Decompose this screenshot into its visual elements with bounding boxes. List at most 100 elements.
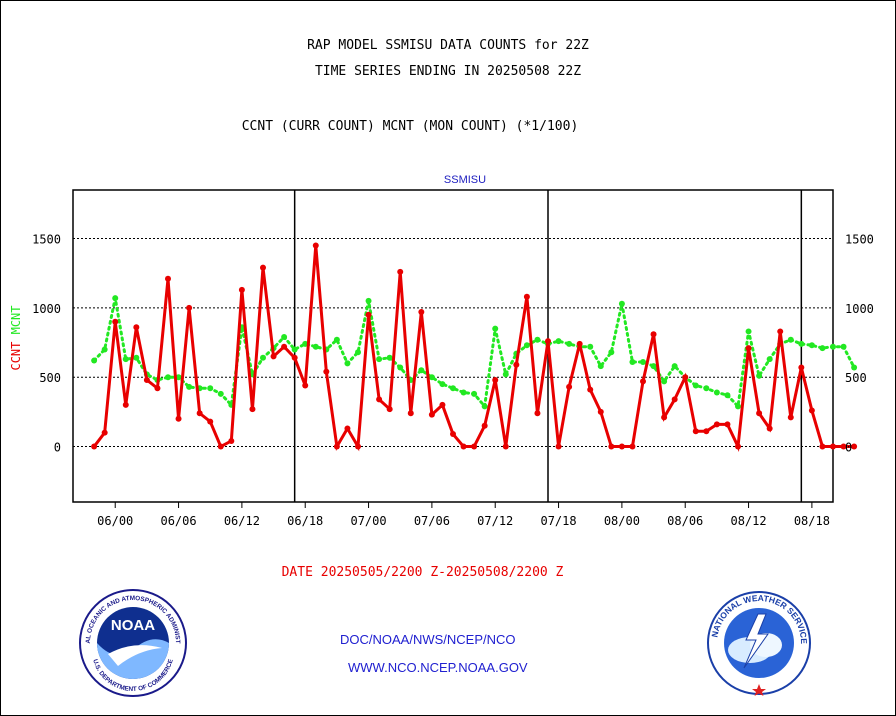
point-ccnt	[207, 418, 214, 425]
point-ccnt	[101, 429, 108, 436]
point-mcnt	[91, 357, 98, 364]
x-tick-label: 07/00	[350, 514, 386, 528]
point-ccnt	[418, 309, 425, 316]
axis-labels: 0 0 500 500 1000 1000 1500 1500 06/00 06/06 06/12 0…	[9, 174, 874, 528]
point-mcnt	[640, 358, 646, 365]
point-mcnt	[735, 403, 741, 410]
noaa-logo: NOAA NATIONAL OCEANIC AND ATMOSPHERIC AD…	[78, 588, 187, 697]
point-ccnt	[618, 443, 625, 450]
y-tick-label-left: 1000	[32, 302, 61, 316]
point-ccnt	[608, 443, 615, 450]
point-ccnt	[819, 443, 826, 450]
x-tick-label: 07/18	[540, 514, 576, 528]
y-tick-label-right: 500	[845, 371, 867, 385]
x-tick-label: 08/18	[794, 514, 830, 528]
point-mcnt	[597, 363, 604, 370]
point-mcnt	[798, 340, 805, 347]
point-mcnt	[787, 336, 794, 343]
point-ccnt	[661, 414, 668, 421]
plot-axes	[72, 189, 834, 508]
point-ccnt	[122, 401, 129, 408]
point-mcnt	[344, 360, 351, 367]
point-mcnt	[618, 300, 625, 307]
point-mcnt	[302, 340, 309, 347]
point-ccnt	[238, 286, 245, 293]
point-ccnt	[629, 443, 636, 450]
x-tick-label: 06/00	[97, 514, 133, 528]
point-mcnt	[260, 354, 266, 361]
point-ccnt	[502, 443, 509, 450]
point-ccnt	[365, 311, 372, 318]
credit-agencies: DOC/NOAA/NWS/NCEP/NCO	[340, 632, 516, 647]
y-tick-label-right: 1000	[845, 302, 874, 316]
point-mcnt	[386, 354, 393, 361]
point-mcnt	[217, 390, 224, 397]
x-tick-label: 08/06	[667, 514, 703, 528]
x-tick-label: 07/06	[414, 514, 450, 528]
point-mcnt	[333, 336, 340, 343]
point-ccnt	[333, 443, 340, 450]
point-ccnt	[291, 354, 298, 361]
point-mcnt	[397, 364, 404, 371]
point-ccnt	[471, 443, 478, 450]
point-ccnt	[576, 340, 583, 347]
point-ccnt	[745, 345, 752, 352]
point-mcnt	[502, 371, 509, 378]
point-ccnt	[597, 408, 604, 415]
noaa-wordmark: NOAA	[111, 617, 155, 634]
point-ccnt	[513, 361, 520, 368]
point-ccnt	[186, 304, 193, 311]
point-mcnt	[661, 378, 668, 385]
point-ccnt	[555, 443, 562, 450]
point-mcnt	[724, 392, 731, 399]
point-ccnt	[133, 324, 140, 331]
point-ccnt	[196, 410, 203, 417]
point-ccnt	[217, 443, 224, 450]
chart-title-line2: TIME SERIES ENDING IN 20250508 22Z	[314, 64, 582, 79]
point-ccnt	[397, 268, 404, 275]
y-label-ccnt: CCNT	[9, 334, 23, 370]
point-ccnt	[344, 425, 351, 432]
series-layer	[91, 242, 858, 452]
point-mcnt	[713, 389, 720, 396]
point-ccnt	[587, 386, 594, 393]
point-ccnt	[545, 338, 551, 345]
chart-title-line3: CCNT (CURR COUNT) MCNT (MON COUNT) (*1/1…	[241, 119, 579, 134]
point-mcnt	[851, 364, 858, 371]
y-axis-label: CCNT MCNT	[9, 305, 23, 370]
point-mcnt	[101, 346, 108, 353]
y-label-mcnt: MCNT	[9, 305, 23, 334]
x-tick-label: 06/06	[160, 514, 196, 528]
point-ccnt	[249, 406, 256, 413]
point-mcnt	[460, 389, 467, 396]
point-ccnt	[270, 353, 277, 360]
point-ccnt	[724, 421, 731, 428]
point-ccnt	[175, 415, 182, 422]
point-ccnt	[640, 378, 646, 385]
credit-website: WWW.NCO.NCEP.NOAA.GOV	[348, 660, 528, 675]
point-mcnt	[133, 354, 140, 361]
point-ccnt	[735, 443, 741, 450]
point-mcnt	[692, 382, 699, 389]
point-mcnt	[439, 381, 446, 388]
point-mcnt	[365, 297, 372, 304]
point-ccnt	[777, 328, 784, 335]
point-ccnt	[281, 343, 288, 350]
y-tick-label-right: 0	[845, 441, 852, 455]
date-range-label: DATE 20250505/2200 Z-20250508/2200 Z	[281, 565, 564, 580]
point-mcnt	[555, 338, 562, 345]
point-mcnt	[650, 363, 657, 370]
point-mcnt	[207, 385, 214, 392]
point-mcnt	[566, 340, 573, 347]
point-ccnt	[154, 385, 161, 392]
x-tick-label: 08/12	[730, 514, 766, 528]
point-ccnt	[450, 431, 456, 438]
point-ccnt	[830, 443, 836, 450]
point-ccnt	[798, 364, 805, 371]
point-ccnt	[713, 421, 720, 428]
point-mcnt	[428, 374, 435, 381]
point-mcnt	[418, 367, 425, 374]
point-mcnt	[629, 358, 636, 365]
point-mcnt	[281, 333, 288, 340]
y-tick-label-left: 0	[54, 441, 61, 455]
